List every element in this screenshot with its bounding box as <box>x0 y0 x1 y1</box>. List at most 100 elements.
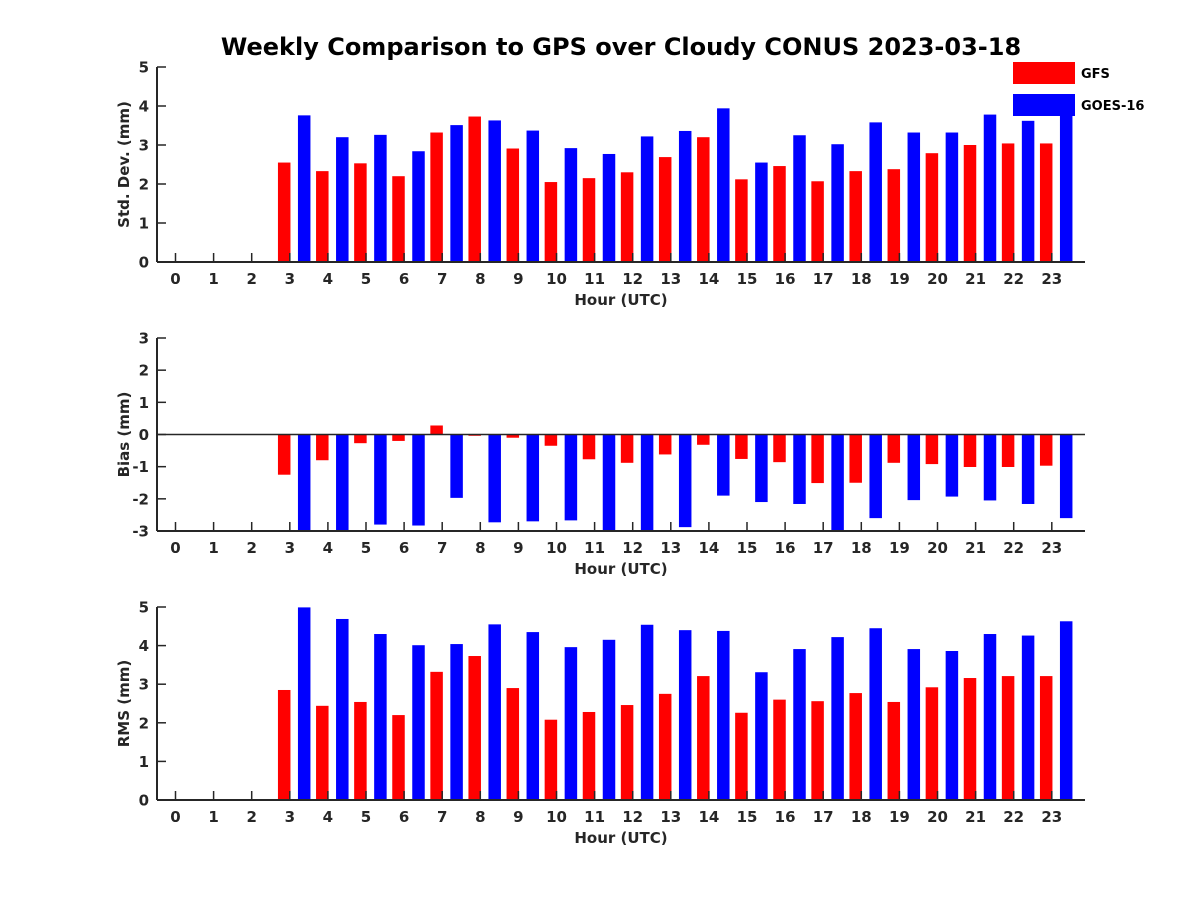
bar-goes-16-hour-10 <box>564 647 578 800</box>
bar-goes-16-hour-21 <box>983 434 997 501</box>
x-tick-label: 23 <box>1041 808 1062 826</box>
bar-gfs-hour-14 <box>697 676 710 800</box>
x-tick-label: 6 <box>399 808 409 826</box>
bar-gfs-hour-12 <box>620 172 634 262</box>
bar-goes-16-hour-23 <box>1059 434 1073 519</box>
x-tick-label: 10 <box>546 270 567 288</box>
bar-goes-16-hour-20 <box>945 434 959 497</box>
bar-goes-16-hour-14 <box>717 434 730 496</box>
bar-gfs-hour-5 <box>354 163 367 262</box>
y-tick-label: 1 <box>139 394 149 412</box>
y-tick-label: 0 <box>139 792 149 810</box>
y-tick-label: -3 <box>132 523 149 541</box>
x-tick-label: 5 <box>361 270 371 288</box>
bar-gfs-hour-14 <box>697 137 710 262</box>
bar-gfs-hour-13 <box>658 434 672 455</box>
bar-goes-16-hour-22 <box>1021 434 1035 504</box>
legend-swatch-goes-16 <box>1013 94 1075 116</box>
bar-goes-16-hour-7 <box>450 644 463 800</box>
bar-goes-16-hour-21 <box>983 634 997 800</box>
bar-gfs-hour-6 <box>392 176 405 262</box>
bar-goes-16-hour-19 <box>907 649 921 800</box>
y-tick-label: 2 <box>139 362 149 380</box>
bar-goes-16-hour-3 <box>297 434 311 531</box>
bar-gfs-hour-23 <box>1039 143 1053 262</box>
chart-title: Weekly Comparison to GPS over Cloudy CON… <box>221 33 1021 61</box>
x-tick-label: 7 <box>437 808 447 826</box>
x-tick-label: 3 <box>285 539 295 557</box>
x-tick-label: 8 <box>475 539 485 557</box>
x-tick-label: 19 <box>889 270 910 288</box>
x-tick-label: 4 <box>323 539 333 557</box>
bar-gfs-hour-12 <box>620 705 634 800</box>
bar-gfs-hour-6 <box>392 715 405 800</box>
y-tick-label: 0 <box>139 426 149 444</box>
x-tick-label: 22 <box>1003 539 1024 557</box>
bar-goes-16-hour-14 <box>717 108 730 262</box>
bar-gfs-hour-23 <box>1039 434 1053 466</box>
bar-gfs-hour-17 <box>811 181 824 262</box>
bar-goes-16-hour-4 <box>336 618 349 800</box>
x-tick-label: 2 <box>246 808 256 826</box>
bar-gfs-hour-20 <box>925 434 939 465</box>
x-tick-label: 13 <box>660 270 681 288</box>
bar-goes-16-hour-20 <box>945 651 959 800</box>
bar-gfs-hour-21 <box>963 434 977 467</box>
bar-goes-16-hour-12 <box>640 624 654 800</box>
bar-goes-16-hour-19 <box>907 434 921 501</box>
bar-goes-16-hour-17 <box>831 144 844 262</box>
legend-swatch-gfs <box>1013 62 1075 84</box>
bar-gfs-hour-11 <box>582 711 596 800</box>
bar-gfs-hour-17 <box>811 701 824 800</box>
bar-gfs-hour-9 <box>506 434 520 438</box>
bar-gfs-hour-6 <box>392 434 405 441</box>
bar-goes-16-hour-18 <box>869 434 882 519</box>
x-tick-label: 3 <box>285 270 295 288</box>
bar-gfs-hour-3 <box>277 689 291 800</box>
bar-goes-16-hour-18 <box>869 122 882 262</box>
x-tick-label: 16 <box>775 270 796 288</box>
x-tick-label: 11 <box>584 270 605 288</box>
bar-gfs-hour-4 <box>316 171 329 262</box>
x-tick-label: 17 <box>813 539 834 557</box>
x-tick-label: 13 <box>660 808 681 826</box>
x-tick-label: 10 <box>546 539 567 557</box>
bar-goes-16-hour-22 <box>1021 120 1035 262</box>
y-tick-label: 3 <box>139 330 149 348</box>
bar-gfs-hour-7 <box>430 671 443 800</box>
bar-gfs-hour-13 <box>658 157 672 262</box>
x-tick-label: 9 <box>513 270 523 288</box>
x-axis-label: Hour (UTC) <box>574 291 667 309</box>
bar-gfs-hour-16 <box>773 166 786 262</box>
x-tick-label: 12 <box>622 539 643 557</box>
bar-goes-16-hour-18 <box>869 628 882 800</box>
x-tick-label: 19 <box>889 539 910 557</box>
x-tick-label: 0 <box>170 808 180 826</box>
x-tick-label: 17 <box>813 808 834 826</box>
bar-goes-16-hour-9 <box>526 632 540 800</box>
x-tick-label: 18 <box>851 270 872 288</box>
bar-goes-16-hour-5 <box>374 634 387 800</box>
bar-gfs-hour-9 <box>506 688 520 800</box>
bar-goes-16-hour-17 <box>831 434 844 531</box>
bar-goes-16-hour-15 <box>755 162 768 262</box>
bar-gfs-hour-3 <box>277 162 291 262</box>
y-tick-label: 5 <box>139 59 149 77</box>
x-tick-label: 17 <box>813 270 834 288</box>
bar-gfs-hour-21 <box>963 678 977 800</box>
bar-gfs-hour-8 <box>468 656 481 800</box>
x-tick-label: 18 <box>851 808 872 826</box>
x-tick-label: 21 <box>965 808 986 826</box>
bar-gfs-hour-10 <box>544 434 558 446</box>
bar-gfs-hour-20 <box>925 687 939 800</box>
x-tick-label: 15 <box>737 808 758 826</box>
x-tick-label: 4 <box>323 270 333 288</box>
x-tick-label: 7 <box>437 270 447 288</box>
bar-goes-16-hour-7 <box>450 125 463 262</box>
bar-gfs-hour-11 <box>582 434 596 460</box>
legend: GFS GOES-16 <box>1013 62 1144 116</box>
bar-gfs-hour-10 <box>544 182 558 262</box>
x-tick-label: 14 <box>698 270 719 288</box>
